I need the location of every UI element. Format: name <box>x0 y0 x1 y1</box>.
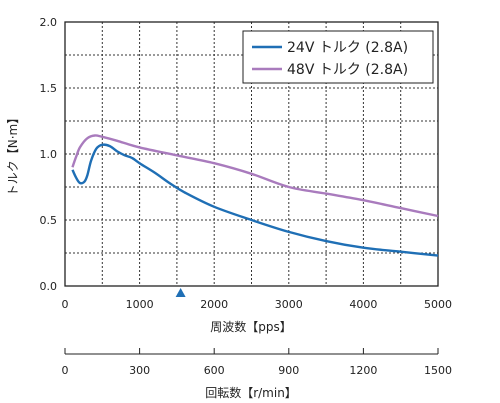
secondary-tick-label: 900 <box>278 364 299 377</box>
x-tick-label: 3000 <box>275 298 303 311</box>
x-axis: 0 1000 2000 3000 4000 5000 <box>62 298 453 311</box>
x-tick-label: 5000 <box>424 298 452 311</box>
x-axis-label: 周波数【pps】 <box>210 319 292 334</box>
legend-label-48v: 48V トルク (2.8A) <box>287 62 408 78</box>
secondary-tick-label: 0 <box>62 364 69 377</box>
triangle-marker <box>175 288 186 297</box>
secondary-tick-label: 600 <box>204 364 225 377</box>
series-line-48v <box>71 134 439 218</box>
secondary-tick-label: 300 <box>129 364 150 377</box>
legend-box <box>242 30 434 84</box>
y-tick-label: 1.5 <box>40 82 58 95</box>
x-tick-label: 2000 <box>200 298 228 311</box>
secondary-tick-label: 1200 <box>349 364 377 377</box>
secondary-tick-label: 1500 <box>424 364 452 377</box>
y-tick-label: 0.5 <box>40 214 58 227</box>
x-tick-label: 4000 <box>349 298 377 311</box>
series-lines <box>71 134 439 257</box>
legend-label-24v: 24V トルク (2.8A) <box>287 40 408 56</box>
secondary-axis-label: 回転数【r/min】 <box>205 385 297 400</box>
legend: 24V トルク (2.8A) 48V トルク (2.8A) <box>242 30 434 84</box>
x-tick-label: 0 <box>62 298 69 311</box>
x-tick-label: 1000 <box>126 298 154 311</box>
y-tick-label: 1.0 <box>40 148 58 161</box>
plot-frame <box>64 21 439 287</box>
y-tick-label: 0.0 <box>40 280 58 293</box>
secondary-axis: 0 300 600 900 1200 1500 <box>62 348 452 377</box>
series-line-24v <box>71 143 439 257</box>
y-tick-label: 2.0 <box>40 16 58 29</box>
marker-layer <box>175 288 186 297</box>
y-axis-label: トルク【N·m】 <box>6 112 20 196</box>
y-axis: 0.0 0.5 1.0 1.5 2.0 <box>40 16 58 293</box>
